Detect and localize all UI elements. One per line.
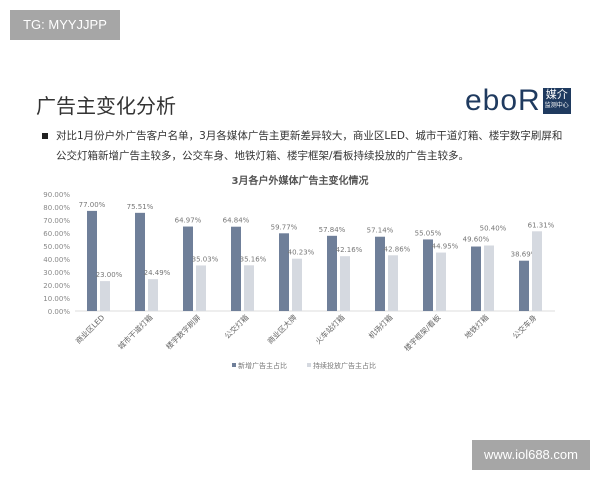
bar-continuing bbox=[148, 279, 158, 311]
logo-badge-text: 媒介 bbox=[545, 88, 568, 101]
y-tick-label: 0.00% bbox=[48, 308, 71, 316]
x-tick-label: 商业区LED bbox=[73, 312, 107, 346]
y-tick-label: 20.00% bbox=[43, 282, 70, 290]
data-label: 57.84% bbox=[319, 226, 346, 234]
data-label: 49.60% bbox=[463, 235, 490, 243]
bar-new bbox=[87, 210, 97, 311]
x-tick-label: 机场灯箱 bbox=[366, 312, 395, 341]
bar-continuing bbox=[244, 265, 254, 311]
bar-continuing bbox=[532, 231, 542, 311]
y-tick-label: 90.00% bbox=[43, 191, 70, 199]
legend-swatch bbox=[232, 363, 236, 367]
data-label: 64.84% bbox=[223, 217, 250, 225]
x-tick-label: 地铁灯箱 bbox=[462, 312, 491, 341]
legend-label: 持续投放广告主占比 bbox=[313, 361, 376, 370]
bar-continuing bbox=[196, 265, 206, 311]
data-label: 42.16% bbox=[336, 246, 363, 254]
bar-new bbox=[279, 233, 289, 311]
bar-continuing bbox=[484, 245, 494, 311]
data-label: 55.05% bbox=[415, 229, 442, 237]
bar-new bbox=[135, 212, 145, 311]
data-label: 57.14% bbox=[367, 227, 394, 235]
y-tick-label: 30.00% bbox=[43, 269, 70, 277]
y-tick-label: 50.00% bbox=[43, 243, 70, 251]
data-label: 23.00% bbox=[96, 271, 123, 279]
x-tick-label: 公交车身 bbox=[510, 312, 539, 341]
data-label: 42.86% bbox=[384, 245, 411, 253]
data-label: 61.31% bbox=[528, 221, 555, 229]
bullet-line-1: 对比1月份户外广告客户名单，3月各媒体广告主更新差异较大，商业区LED、城市干道… bbox=[56, 130, 563, 142]
legend-label: 新增广告主占比 bbox=[238, 361, 287, 370]
logo-text: eboR bbox=[465, 84, 541, 117]
watermark-top: TG: MYYJJPP bbox=[10, 10, 120, 40]
y-tick-label: 70.00% bbox=[43, 217, 70, 225]
y-tick-label: 10.00% bbox=[43, 295, 70, 303]
data-label: 59.77% bbox=[271, 223, 298, 231]
bar-new bbox=[231, 226, 241, 311]
y-tick-label: 60.00% bbox=[43, 230, 70, 238]
data-label: 40.23% bbox=[288, 249, 315, 257]
x-tick-label: 楼宇框架/看板 bbox=[402, 312, 443, 353]
data-label: 44.95% bbox=[432, 243, 459, 251]
page-title: 广告主变化分析 bbox=[36, 94, 176, 118]
bar-new bbox=[375, 236, 385, 311]
x-tick-label: 楼宇数字刷屏 bbox=[164, 312, 203, 351]
data-label: 64.97% bbox=[175, 217, 202, 225]
bar-continuing bbox=[292, 258, 302, 311]
bar-continuing bbox=[388, 255, 398, 311]
logo-badge-sub: 监测中心 bbox=[544, 102, 569, 109]
watermark-bottom: www.iol688.com bbox=[472, 440, 590, 470]
bullet-line-2: 公交灯箱新增广告主较多，公交车身、地铁灯箱、楼宇框架/看板持续投放的广告主较多。 bbox=[56, 150, 470, 162]
bar-continuing bbox=[436, 252, 446, 311]
x-tick-label: 城市干道灯箱 bbox=[116, 312, 155, 351]
bar-continuing bbox=[100, 281, 110, 311]
x-tick-label: 商业区大牌 bbox=[265, 312, 299, 346]
logo-badge: 媒介 监测中心 bbox=[542, 88, 571, 114]
data-label: 77.00% bbox=[79, 201, 106, 209]
x-tick-label: 公交灯箱 bbox=[222, 312, 251, 341]
data-label: 35.16% bbox=[240, 255, 267, 263]
logo: eboR 媒介 监测中心 bbox=[465, 86, 571, 116]
chart-title: 3月各户外媒体广告主变化情况 bbox=[232, 174, 369, 187]
bar-new bbox=[327, 235, 337, 311]
bar-new bbox=[471, 246, 481, 311]
x-tick-label: 火车站灯箱 bbox=[313, 312, 347, 346]
bar-continuing bbox=[340, 256, 350, 311]
bar-new bbox=[423, 239, 433, 311]
data-label: 50.40% bbox=[480, 224, 507, 232]
y-tick-label: 80.00% bbox=[43, 204, 70, 212]
data-label: 75.51% bbox=[127, 203, 154, 211]
data-label: 24.49% bbox=[144, 269, 171, 277]
legend-swatch bbox=[307, 363, 311, 367]
bullet-icon bbox=[42, 133, 48, 139]
bar-new bbox=[519, 260, 529, 311]
data-label: 38.69% bbox=[511, 251, 538, 259]
data-label: 35.03% bbox=[192, 255, 219, 263]
bar-new bbox=[183, 226, 193, 311]
bullet-text: 对比1月份户外广告客户名单，3月各媒体广告主更新差异较大，商业区LED、城市干道… bbox=[42, 126, 572, 166]
y-tick-label: 40.00% bbox=[43, 256, 70, 264]
